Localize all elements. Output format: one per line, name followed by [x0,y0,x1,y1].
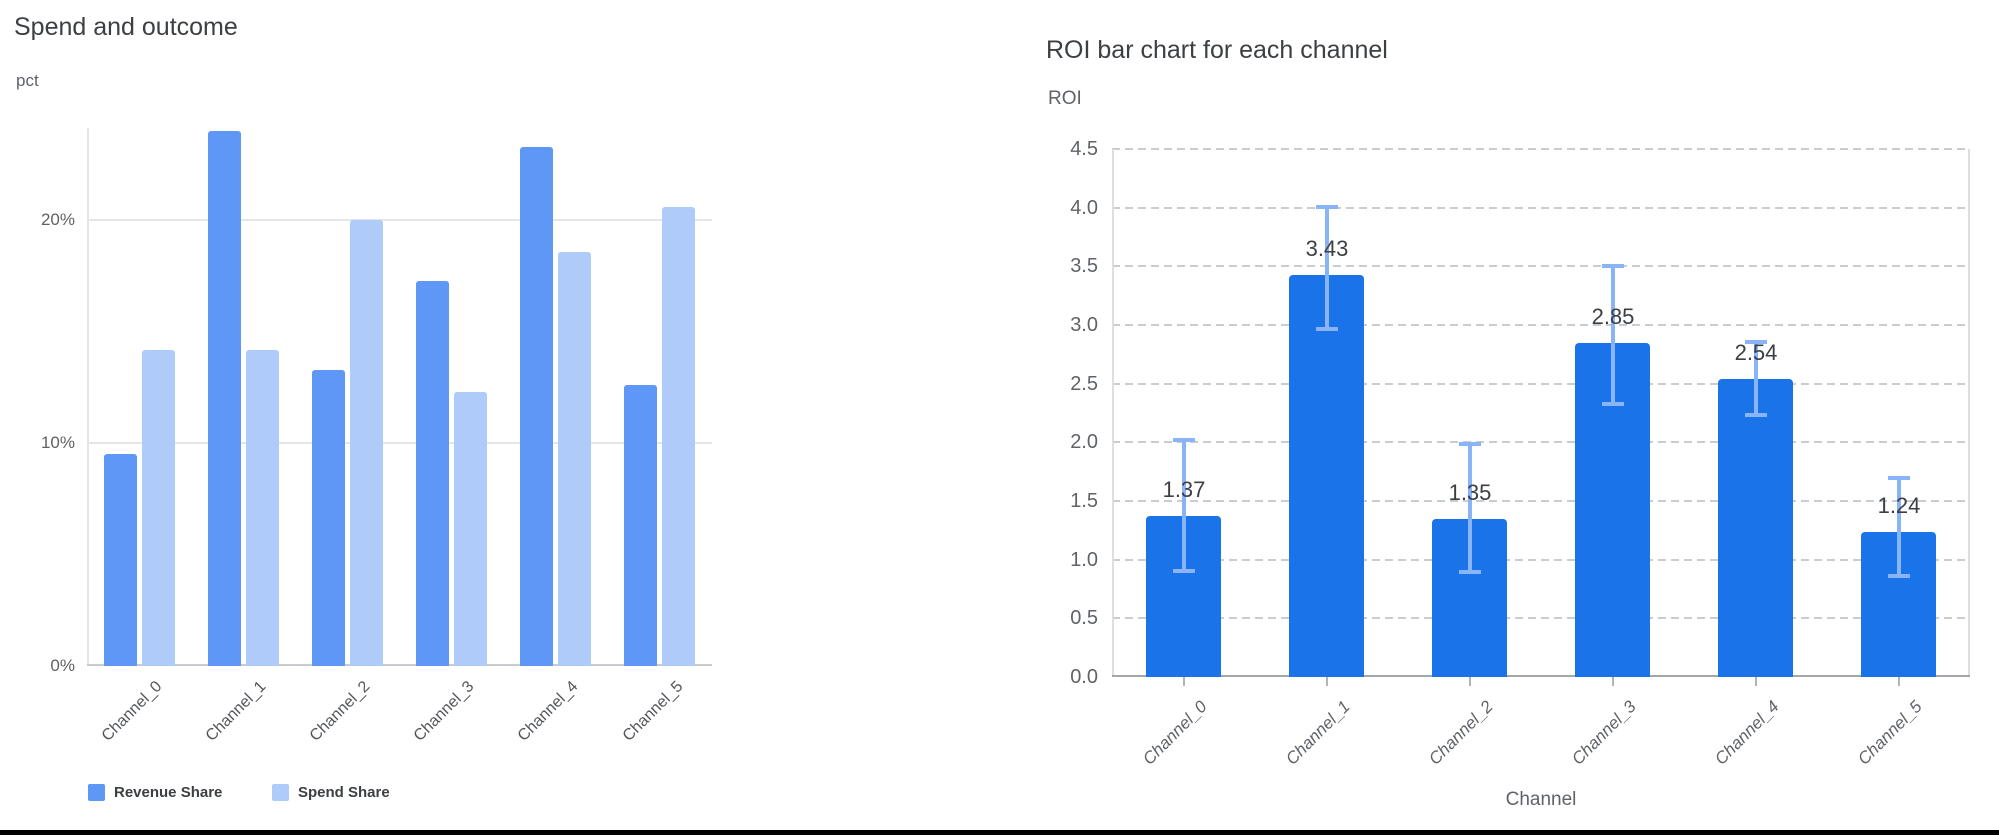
left-chart-gridline [87,442,712,444]
error-bar-stem-channel_5 [1897,476,1901,578]
right-chart-x-tick-label-channel_1: Channel_1 [1282,697,1354,769]
left-chart-gridline [87,219,712,221]
right-chart-x-tick-label-channel_3: Channel_3 [1568,697,1640,769]
right-chart-y-tick-label: 0.5 [1070,607,1098,629]
right-chart-x-axis-line [1112,675,1970,677]
right-chart-gridline [1112,324,1970,326]
right-chart-y-tick-label: 2.0 [1070,431,1098,453]
legend-swatch-spend-share [272,784,289,801]
bar-value-label-channel_1: 3.43 [1305,236,1349,261]
bar-revenue-share-channel_5 [624,385,657,666]
error-bar-cap-top-channel_0 [1173,438,1195,442]
error-bar-cap-bottom-channel_3 [1602,402,1624,406]
bar-revenue-share-channel_2 [312,370,345,666]
error-bar-stem-channel_4 [1754,340,1758,416]
right-chart-gridline [1112,500,1970,502]
bar-value-label-channel_5: 1.24 [1877,493,1921,518]
error-bar-stem-channel_3 [1611,264,1615,406]
right-chart-y-tick-label: 4.5 [1070,138,1098,160]
legend-item-revenue-share: Revenue Share [88,784,222,801]
bar-spend-share-channel_1 [246,350,279,666]
legend-item-spend-share: Spend Share [272,784,390,801]
bar-roi-channel_4 [1718,379,1793,677]
left-chart-y-tick-label: 10% [40,433,75,452]
left-chart-y-axis-line [87,128,89,666]
bar-revenue-share-channel_3 [416,281,449,666]
right-chart-gridline [1112,148,1970,150]
error-bar-cap-bottom-channel_1 [1316,327,1338,331]
bar-revenue-share-channel_1 [208,131,241,666]
bar-value-label-channel_2: 1.35 [1448,480,1492,505]
left-chart-y-tick-label: 20% [40,210,75,229]
right-chart-plot-border-right [1968,149,1970,677]
bar-roi-channel_1 [1289,275,1364,677]
left-chart-x-axis-line [87,664,712,666]
right-chart-y-tick-label: 2.5 [1070,373,1098,395]
right-chart-gridline [1112,559,1970,561]
right-chart-title: ROI bar chart for each channel [1046,36,1388,64]
legend-swatch-revenue-share [88,784,105,801]
right-chart-gridline [1112,617,1970,619]
right-chart-x-tick-label-channel_0: Channel_0 [1139,697,1211,769]
error-bar-cap-bottom-channel_0 [1173,569,1195,573]
right-chart-x-axis-title: Channel [1505,789,1577,810]
error-bar-cap-top-channel_5 [1888,476,1910,480]
bar-spend-share-channel_2 [350,220,383,666]
error-bar-cap-top-channel_4 [1745,340,1767,344]
bar-value-label-channel_0: 1.37 [1162,477,1206,502]
right-chart-x-tick-channel_4 [1755,677,1757,686]
right-chart-gridline [1112,207,1970,209]
right-chart-x-tick-channel_2 [1469,677,1471,686]
right-chart-gridline [1112,441,1970,443]
right-chart-y-tick-label: 1.0 [1070,549,1098,571]
error-bar-cap-top-channel_2 [1459,442,1481,446]
bar-spend-share-channel_0 [142,350,175,666]
legend-label-revenue-share: Revenue Share [114,784,223,801]
error-bar-cap-bottom-channel_4 [1745,413,1767,417]
error-bar-stem-channel_0 [1182,438,1186,573]
right-chart-y-tick-label: 3.5 [1070,255,1098,277]
right-chart-x-tick-label-channel_5: Channel_5 [1854,697,1926,769]
bar-spend-share-channel_5 [662,207,695,666]
error-bar-stem-channel_2 [1468,442,1472,573]
right-chart-x-tick-channel_1 [1326,677,1328,686]
bar-value-label-channel_3: 2.85 [1591,304,1635,329]
right-chart-x-tick-channel_3 [1612,677,1614,686]
error-bar-stem-channel_1 [1325,205,1329,331]
error-bar-cap-bottom-channel_2 [1459,570,1481,574]
right-chart-x-tick-channel_5 [1898,677,1900,686]
bar-spend-share-channel_3 [454,392,487,666]
right-chart-gridline [1112,383,1970,385]
bar-value-label-channel_4: 2.54 [1734,340,1778,365]
bar-revenue-share-channel_4 [520,147,553,666]
error-bar-cap-top-channel_1 [1316,205,1338,209]
left-chart-y-tick-label: 0% [50,656,75,675]
left-chart-y-axis-unit: pct [16,71,39,90]
bar-spend-share-channel_4 [558,252,591,666]
legend-label-spend-share: Spend Share [298,784,390,801]
right-chart-gridline [1112,265,1970,267]
error-bar-cap-top-channel_3 [1602,264,1624,268]
right-chart-x-tick-label-channel_4: Channel_4 [1711,697,1783,769]
window-bottom-edge [0,830,1999,835]
right-chart-y-tick-label: 4.0 [1070,197,1098,219]
right-chart-y-axis-unit: ROI [1048,88,1082,109]
left-chart-title: Spend and outcome [14,13,238,41]
right-chart-y-tick-label: 1.5 [1070,490,1098,512]
right-chart-y-tick-label: 0.0 [1070,666,1098,688]
right-chart-y-tick-label: 3.0 [1070,314,1098,336]
error-bar-cap-bottom-channel_5 [1888,574,1910,578]
right-chart-plot-border-left [1112,149,1114,677]
right-chart-x-tick-channel_0 [1183,677,1185,686]
bar-revenue-share-channel_0 [104,454,137,666]
right-chart-x-tick-label-channel_2: Channel_2 [1425,697,1497,769]
